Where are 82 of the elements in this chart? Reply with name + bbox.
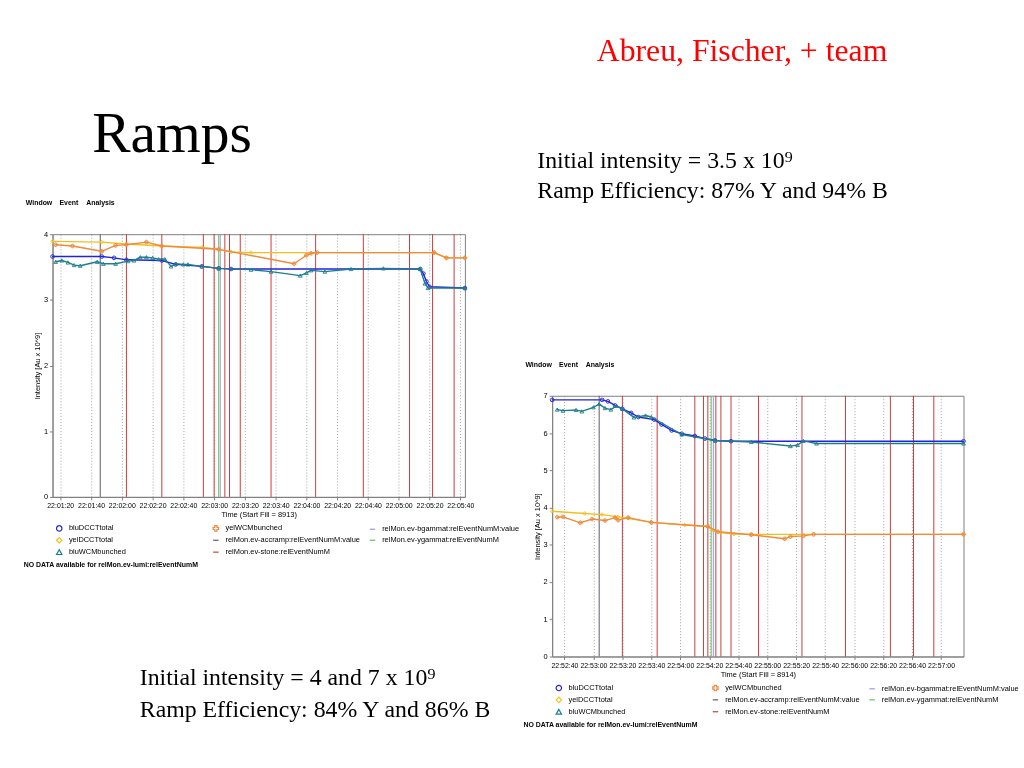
point [308,268,314,273]
point [137,255,143,260]
point [421,271,426,276]
point [348,266,354,272]
point [228,266,234,272]
point [560,408,566,413]
point [65,260,71,265]
point [631,415,637,420]
point [549,508,555,514]
point [144,239,149,245]
point [628,410,634,416]
point [682,522,687,528]
point [71,263,77,268]
point [782,536,787,542]
point [602,518,608,523]
point [150,255,155,260]
point [814,441,819,446]
point [788,534,793,539]
text: Ramp Efficiency: 84% Y and 86% B [139,695,491,722]
point [113,243,118,248]
point [801,533,806,539]
text: Initial intensity = 4 and 7 x 10⁹ [139,664,436,691]
point [77,263,83,268]
point [304,252,309,258]
point [728,438,734,444]
point [144,255,149,260]
point [53,259,58,264]
point [748,439,754,445]
point [185,262,191,267]
point [94,259,100,264]
point [589,516,595,522]
point [291,261,297,267]
text: Ramp Efficiency: 87% Y and 94% B [537,176,888,203]
point [608,407,614,412]
point [297,273,303,278]
text: Initial intensity = 3.5 x 10⁹ [537,146,793,173]
point [53,242,58,248]
point [702,436,708,441]
point [801,438,806,443]
point [322,269,328,274]
point [582,511,588,516]
point [99,239,105,245]
point [811,532,816,537]
point [248,250,254,255]
point [579,409,585,414]
point [131,258,137,263]
point [99,254,105,259]
point [59,258,65,263]
text: Ramps [92,100,252,164]
point [599,512,605,517]
point [596,401,602,407]
point [602,406,608,411]
point [308,250,314,256]
point [573,407,579,412]
point [168,264,174,269]
point [692,433,698,439]
point [560,514,566,520]
point [70,243,75,249]
point [381,266,386,271]
point [605,399,611,404]
point [304,270,309,276]
point [669,428,674,433]
point [99,248,105,254]
point [181,262,186,267]
point [795,442,800,447]
point [788,444,793,449]
point [314,250,320,255]
point [113,261,118,266]
point [248,267,254,272]
point [635,414,641,420]
point [578,520,583,526]
point [591,405,596,410]
text: Abreu, Fischer, + team [596,32,888,68]
point [554,407,560,412]
point [268,269,274,274]
point [199,245,205,250]
point [643,413,648,418]
point [554,514,560,520]
point [101,261,106,266]
point [111,255,117,261]
point [599,397,605,403]
point [659,422,664,427]
